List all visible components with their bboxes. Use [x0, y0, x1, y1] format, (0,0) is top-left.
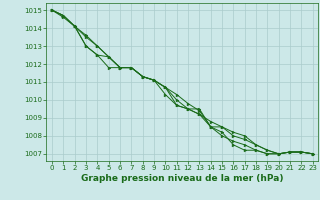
- X-axis label: Graphe pression niveau de la mer (hPa): Graphe pression niveau de la mer (hPa): [81, 174, 284, 183]
